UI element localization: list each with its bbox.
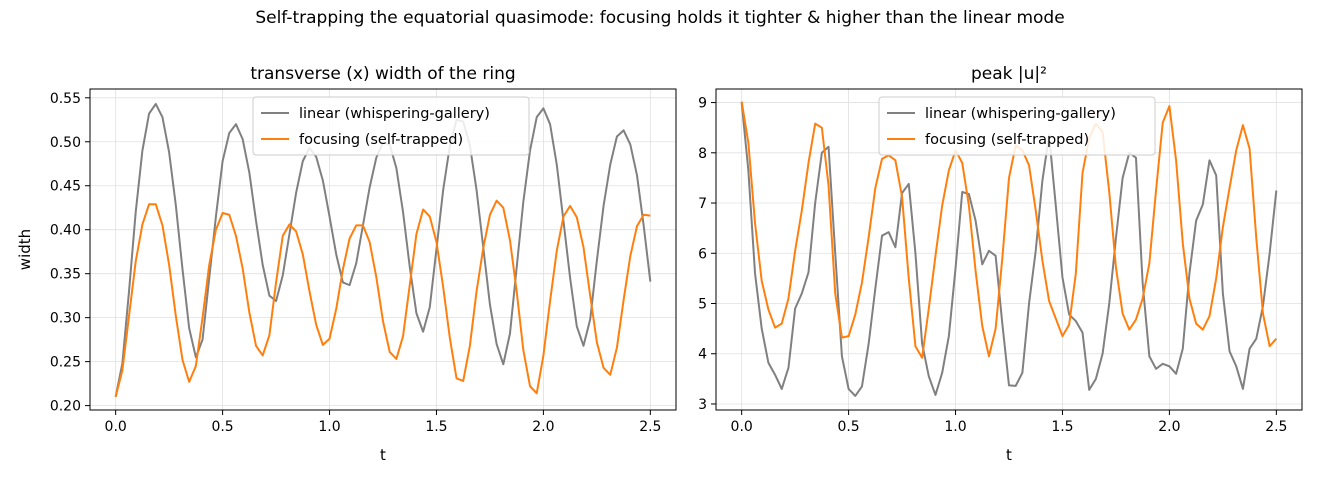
y-tick-label: 5 [698,297,707,313]
x-tick-label: 2.0 [532,419,554,435]
legend-label: focusing (self-trapped) [925,132,1089,148]
y-tick-label: 0.35 [50,267,81,283]
x-tick-label: 1.5 [1051,419,1073,435]
y-tick-label: 0.40 [50,223,81,239]
legend-label: linear (whispering-gallery) [299,106,490,122]
x-tick-label: 1.0 [944,419,966,435]
y-tick-label: 0.30 [50,311,81,327]
plot-frame [715,88,1303,411]
series-line-focusing-self-trapped [740,101,1278,359]
plot-frame [89,88,677,411]
legend-label: focusing (self-trapped) [299,132,463,148]
chart-title: peak |u|² [971,64,1047,84]
figure-title: Self-trapping the equatorial quasimode: … [255,8,1065,28]
y-tick-label: 7 [698,196,707,212]
x-tick-label: 2.5 [1265,419,1287,435]
y-tick-label: 4 [698,347,707,363]
chart-panel-2: 0.0 0.5 1.0 1.5 2.0 2.5 3 4 5 6 7 8 9 t peak |u|² linea… [698,64,1303,464]
y-tick-label: 9 [698,96,707,112]
y-axis-label: width [16,229,34,270]
y-tick-label: 0.55 [50,91,81,107]
legend: linear (whispering-gallery) focusing (sel… [252,96,530,156]
series-line-focusing-self-trapped [114,199,651,398]
y-tick-label: 3 [698,397,707,413]
series-line-linear-whispering-gallery [740,102,1278,397]
y-tick-label: 8 [698,146,707,162]
y-tick-label: 0.45 [50,179,81,195]
x-tick-label: 1.0 [318,419,340,435]
y-tick-label: 6 [698,246,707,262]
y-tick-label: 0.50 [50,135,81,151]
x-axis-label: t [1006,446,1012,464]
chart-panel-1: 0.0 0.5 1.0 1.5 2.0 2.5 0.20 0.25 0.30 0.35 0.40 0.… [16,64,677,464]
x-tick-label: 1.5 [425,419,447,435]
chart-title: transverse (x) width of the ring [250,64,515,84]
legend-box [878,96,1156,156]
legend-box [252,96,530,156]
x-tick-label: 0.0 [731,419,753,435]
x-tick-label: 2.0 [1158,419,1180,435]
x-tick-label: 0.5 [837,419,859,435]
y-tick-label: 0.25 [50,355,81,371]
x-tick-label: 0.5 [211,419,233,435]
x-axis-label: t [380,446,386,464]
x-tick-label: 0.0 [105,419,127,435]
legend-label: linear (whispering-gallery) [925,106,1116,122]
y-tick-label: 0.20 [50,399,81,415]
legend: linear (whispering-gallery) focusing (sel… [878,96,1156,156]
x-tick-label: 2.5 [639,419,661,435]
